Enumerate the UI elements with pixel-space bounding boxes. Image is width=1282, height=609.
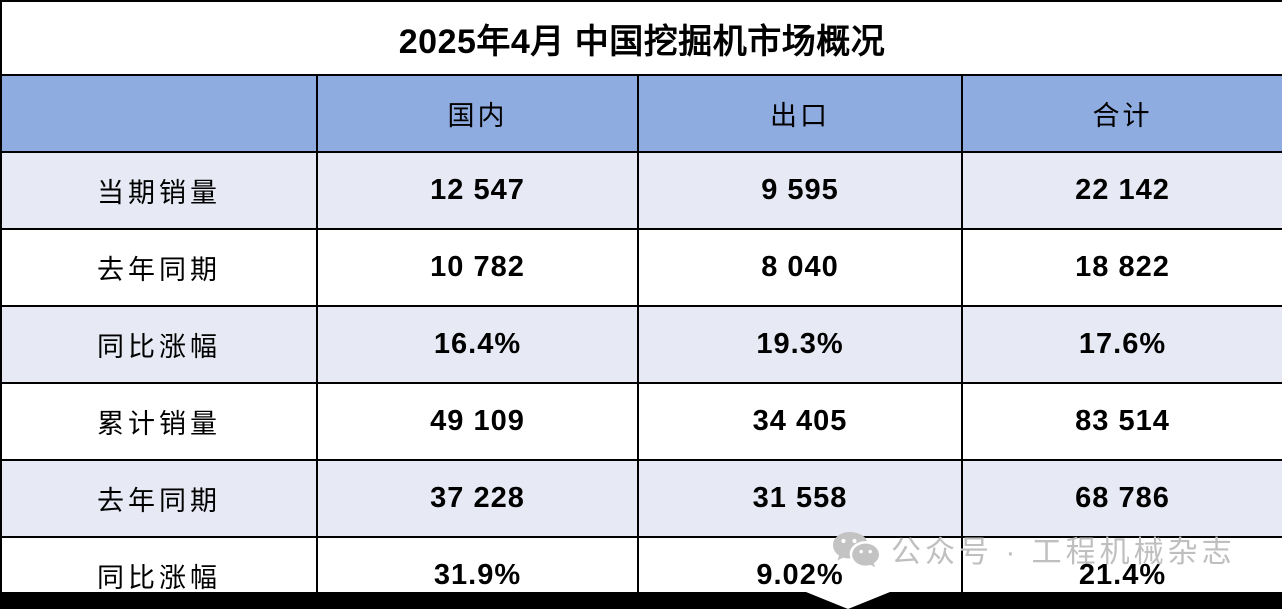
- table-row: 累计销量 49 109 34 405 83 514: [0, 382, 1282, 461]
- cell-domestic: 10 782: [316, 228, 639, 307]
- cell-domestic: 12 547: [316, 151, 639, 230]
- table-row: 同比涨幅 16.4% 19.3% 17.6%: [0, 305, 1282, 384]
- page-title: 2025年4月 中国挖掘机市场概况: [0, 0, 1282, 76]
- column-header-total: 合计: [961, 74, 1282, 153]
- cell-export: 31 558: [637, 459, 963, 538]
- row-label-yoy-growth-cumulative: 同比涨幅: [0, 536, 318, 609]
- cell-total: 18 822: [961, 228, 1282, 307]
- cell-domestic: 16.4%: [316, 305, 639, 384]
- row-label-last-year-same-period: 去年同期: [0, 228, 318, 307]
- table-header-row: 国内 出口 合计: [0, 74, 1282, 153]
- table-corner-cell: [0, 74, 318, 153]
- cell-total: 83 514: [961, 382, 1282, 461]
- bottom-bar: [0, 592, 1282, 609]
- column-header-domestic: 国内: [316, 74, 639, 153]
- cell-total: 22 142: [961, 151, 1282, 230]
- table-row: 当期销量 12 547 9 595 22 142: [0, 151, 1282, 230]
- cell-domestic: 49 109: [316, 382, 639, 461]
- column-header-export: 出口: [637, 74, 963, 153]
- cell-total: 17.6%: [961, 305, 1282, 384]
- cell-export: 19.3%: [637, 305, 963, 384]
- row-label-last-year-cumulative: 去年同期: [0, 459, 318, 538]
- cell-export: 9 595: [637, 151, 963, 230]
- row-label-current-sales: 当期销量: [0, 151, 318, 230]
- table-title-row: 2025年4月 中国挖掘机市场概况: [0, 0, 1282, 76]
- cell-export: 8 040: [637, 228, 963, 307]
- bottom-notch: [806, 592, 890, 609]
- cell-total: 68 786: [961, 459, 1282, 538]
- cell-domestic: 37 228: [316, 459, 639, 538]
- table-row: 去年同期 37 228 31 558 68 786: [0, 459, 1282, 538]
- table-row: 去年同期 10 782 8 040 18 822: [0, 228, 1282, 307]
- cell-export: 34 405: [637, 382, 963, 461]
- row-label-yoy-growth: 同比涨幅: [0, 305, 318, 384]
- row-label-cumulative-sales: 累计销量: [0, 382, 318, 461]
